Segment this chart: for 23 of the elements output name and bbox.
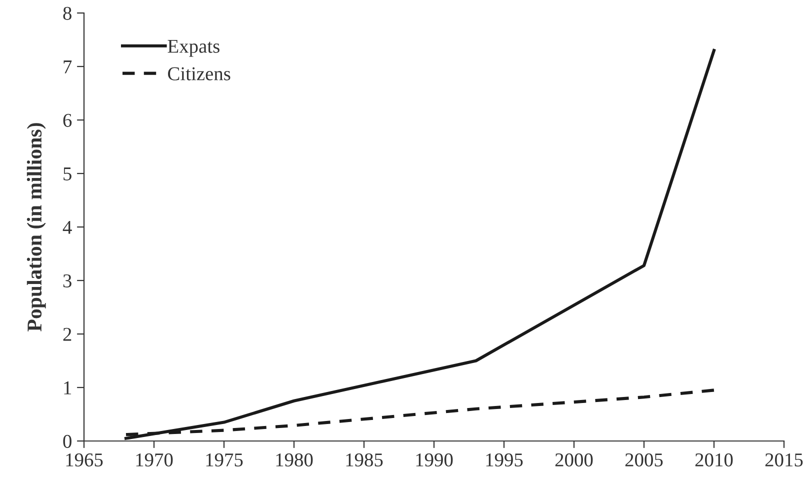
legend-label: Expats <box>168 40 220 57</box>
x-tick-label: 1990 <box>416 453 453 466</box>
legend-label: Citizens <box>168 67 230 80</box>
y-tick-label: 7 <box>64 60 72 74</box>
x-tick-label: 2005 <box>625 453 663 466</box>
y-tick-label: 1 <box>64 381 72 394</box>
y-tick-label: 0 <box>63 434 72 448</box>
x-tick-label: 1995 <box>486 453 523 466</box>
y-tick-label: 4 <box>62 220 72 234</box>
y-axis-title: Population (in millions) <box>26 123 46 332</box>
x-tick-label: 1965 <box>66 453 103 466</box>
x-tick-label: 2000 <box>555 453 593 466</box>
x-tick-label: 1970 <box>136 453 173 466</box>
y-tick-label: 3 <box>63 274 72 288</box>
y-tick-label: 5 <box>64 168 72 180</box>
x-tick-label: 2015 <box>765 453 803 466</box>
x-tick-label: 1985 <box>346 453 383 466</box>
x-tick-label: 2010 <box>695 453 733 466</box>
y-tick-label: 8 <box>63 6 72 20</box>
x-tick-label: 1975 <box>206 453 243 466</box>
x-tick-label: 1980 <box>276 453 313 466</box>
y-tick-label: 6 <box>63 114 72 127</box>
y-tick-label: 2 <box>63 328 72 341</box>
